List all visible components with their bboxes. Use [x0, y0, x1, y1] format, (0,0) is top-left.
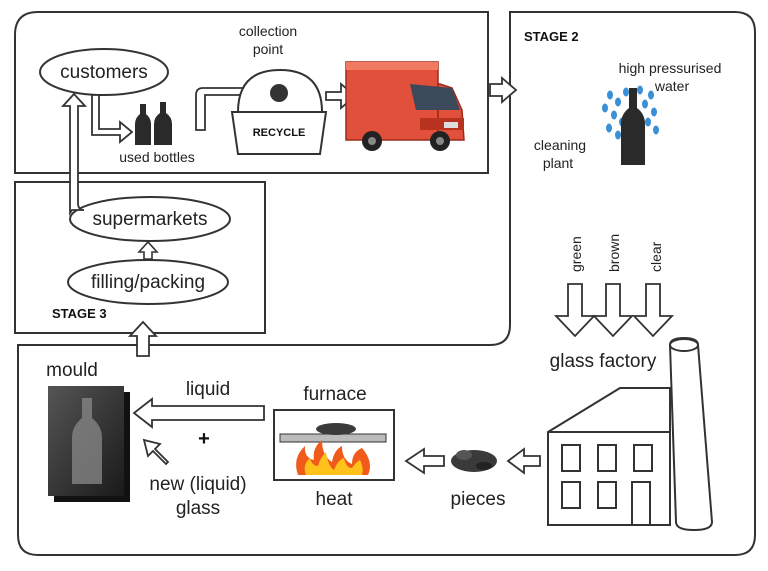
supermarkets-to-customers-arrow: [60, 92, 88, 216]
fire-icon: [296, 440, 370, 475]
mould-label: mould: [46, 360, 98, 381]
customers-label: customers: [60, 62, 148, 83]
collection-point-label-2: point: [253, 41, 283, 57]
truck-icon: [345, 61, 465, 151]
filling-label: filling/packing: [91, 272, 205, 293]
filling-node: [67, 259, 229, 305]
customers-node: [39, 48, 169, 96]
filling-to-supermarkets-arrow: [137, 240, 159, 260]
collection-point-label-1: collection: [239, 23, 297, 39]
outer-frame: [17, 11, 756, 556]
water-label-2: water: [654, 78, 690, 94]
liquid-label: liquid: [186, 379, 230, 400]
factory-to-pieces-arrow: [506, 447, 541, 475]
cleaning-label-1: cleaning: [534, 137, 586, 153]
customers-to-bottles-arrow: [91, 94, 134, 144]
sorting-arrows-icon: [553, 283, 675, 338]
new-glass-label-2: glass: [176, 498, 220, 519]
water-label-1: high pressurised: [619, 60, 722, 76]
liquid-arrow: [132, 397, 265, 429]
stage1-to-stage2-arrow: [489, 76, 518, 104]
factory-icon: [547, 336, 714, 532]
new-glass-label-1: new (liquid): [149, 474, 246, 495]
stage3-label: STAGE 3: [52, 306, 107, 321]
stage1-box: [14, 11, 489, 174]
recycle-bin-icon: [230, 68, 328, 155]
clean-bottle-icon: [621, 88, 645, 165]
used-bottles-icon: [135, 102, 172, 145]
mould-to-stage3-arrow: [127, 320, 159, 357]
used-bottles-label: used bottles: [119, 149, 195, 165]
glass-factory-label: glass factory: [550, 351, 657, 372]
water-drops-icon: [602, 85, 659, 140]
cleaning-label-2: plant: [543, 155, 573, 171]
furnace-label: furnace: [303, 384, 366, 405]
pieces-to-furnace-arrow: [404, 447, 445, 475]
mould-icon: [48, 386, 130, 502]
glass-pieces-icon: [451, 450, 497, 472]
heat-label: heat: [316, 489, 354, 510]
stage2-label: STAGE 2: [524, 29, 579, 44]
colour-label-brown: brown: [606, 234, 622, 272]
supermarkets-node: [69, 196, 231, 242]
colour-label-clear: clear: [648, 241, 664, 272]
new-glass-arrow: [142, 438, 170, 466]
supermarkets-label: supermarkets: [92, 209, 207, 230]
colour-label-green: green: [568, 236, 584, 272]
pieces-label: pieces: [451, 489, 506, 510]
plus-label: +: [198, 428, 210, 450]
recycle-label: RECYCLE: [253, 127, 306, 139]
